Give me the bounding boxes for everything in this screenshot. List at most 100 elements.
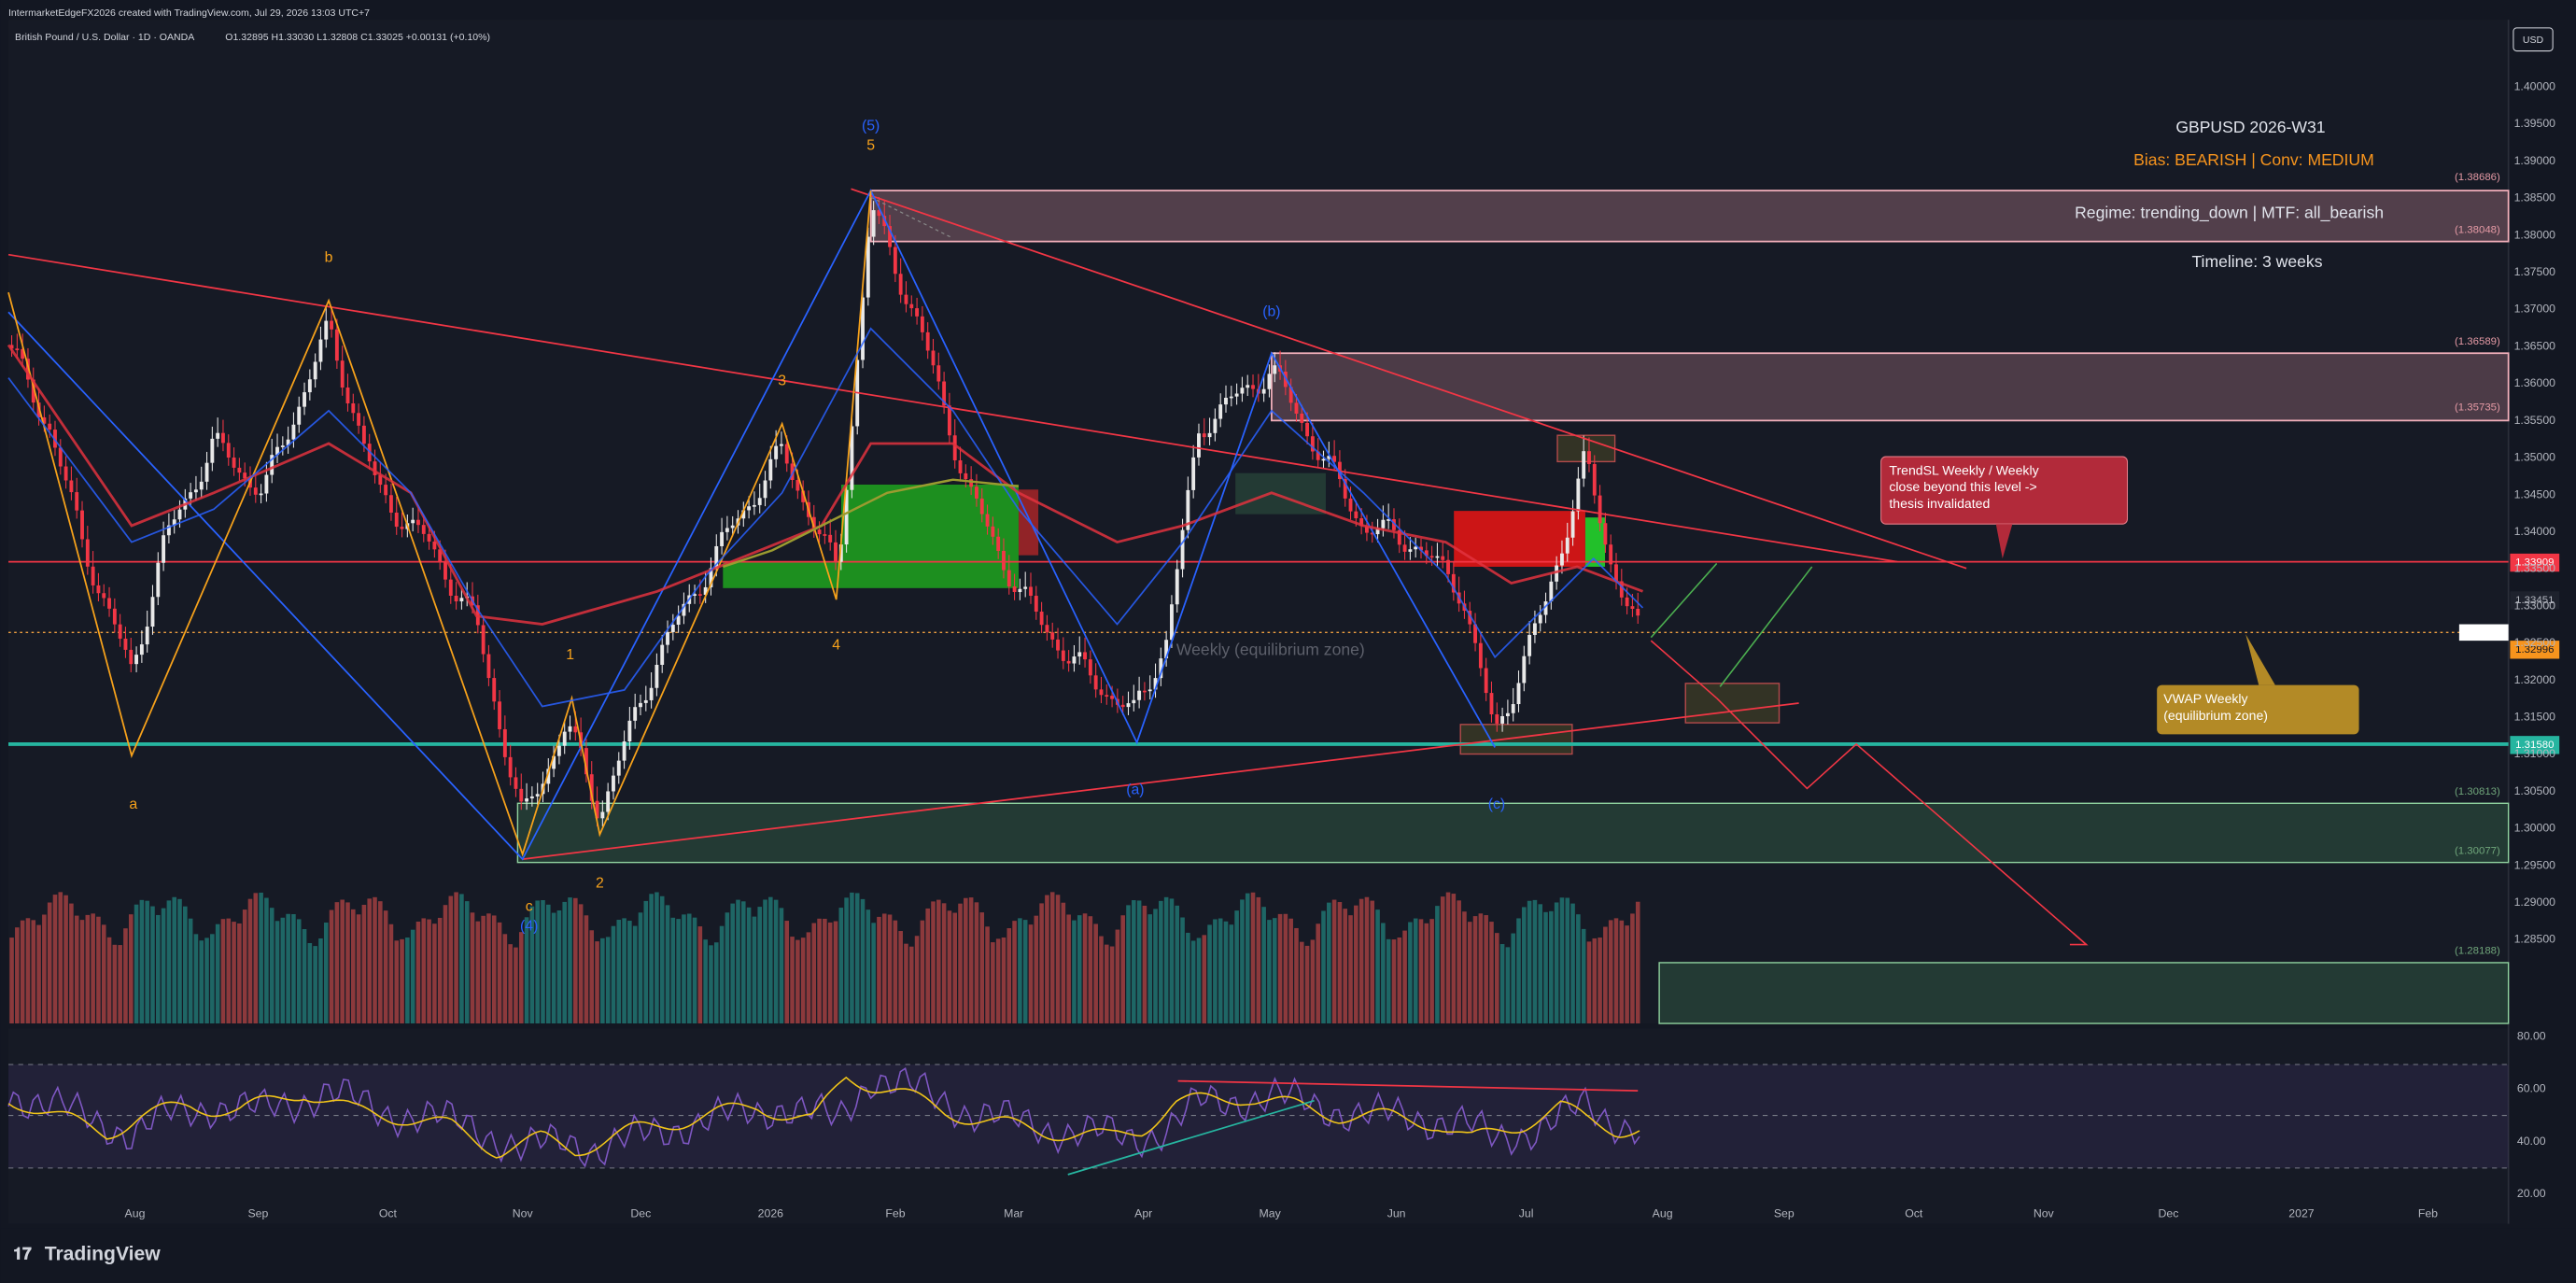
candle-body [1045,625,1049,633]
time-axis-label: Oct [1905,1206,1923,1220]
volume-bar [605,937,611,1024]
candle-body [129,649,134,665]
volume-bar [69,903,74,1024]
volume-bar [1619,920,1625,1024]
volume-bar [1522,907,1527,1024]
candle-body [1370,532,1374,535]
volume-bar [703,939,708,1024]
volume-bar [779,908,784,1024]
volume-bar [784,921,790,1024]
volume-bar [741,901,746,1024]
volume-bar [964,897,968,1024]
candle-body [612,775,615,792]
volume-bar [947,910,952,1024]
level-label: (1.35735) [2455,402,2500,413]
volume-bar [904,943,908,1024]
candle-body [1435,556,1440,558]
callout-text: TrendSL Weekly / Weekly [1889,463,2038,478]
candle-body [1500,715,1505,724]
volume-bar [1159,900,1163,1024]
candle-body [834,542,838,562]
candle-body [1419,546,1423,551]
candle-body [357,413,361,426]
volume-bar [1554,902,1559,1024]
volume-bar [568,897,572,1024]
candle-body [1576,478,1581,512]
volume-bar [795,939,800,1024]
volume-bar [655,892,659,1024]
volume-bar [1267,920,1272,1024]
candle-body [909,303,914,309]
candle-body [150,597,155,627]
price-tag-label: 1.33451 [2515,595,2554,606]
candle-body [780,444,783,446]
volume-bar [1088,916,1093,1024]
candle-body [1310,436,1315,452]
wave-label: 2 [596,876,604,892]
candle-body [1538,614,1542,624]
candle-body [1365,526,1369,533]
volume-bar [1538,904,1543,1024]
candle-body [525,798,529,802]
volume-bar [340,899,345,1024]
volume-bar [443,905,448,1024]
candle-body [459,598,464,602]
volume-bar [551,912,556,1024]
candle-body [373,461,377,475]
candle-body [107,598,111,609]
candle-body [627,720,632,742]
candle-body [1375,528,1380,535]
candle-body [1468,611,1472,625]
candle-body [1159,658,1163,679]
callout-pointer [2245,634,2275,685]
volume-bar [486,913,491,1024]
volume-bar [1613,918,1619,1024]
price-axis-label: 1.33000 [2514,599,2556,612]
candle-body [361,425,366,444]
candle-body [318,339,323,362]
volume-bar [546,904,551,1024]
ohlc: O1.32895 H1.33030 L1.32808 C1.33025 +0.0… [225,32,490,43]
candle-body [670,625,675,632]
rsi-ma [7,1076,1640,1159]
candle-body [243,472,247,479]
volume-bar [1169,898,1175,1024]
volume-bar [838,908,844,1024]
candle-body [568,726,572,732]
rsi [7,1066,1640,1168]
volume-bar [199,940,204,1024]
volume-bar [1115,929,1120,1024]
volume-bar [139,899,145,1024]
volume-bar [1190,940,1196,1024]
volume-bar [877,916,881,1024]
currency[interactable]: USD [2523,35,2544,46]
candle-body [1061,650,1065,661]
candle-body [747,506,752,511]
volume-bar [1120,915,1125,1024]
candle-body [1056,639,1060,651]
volume-bar [1234,910,1239,1024]
candle-body [1207,432,1212,438]
candle-body [861,297,865,360]
rsi-pane [8,1028,2509,1224]
candle-body [1153,678,1158,690]
volume-bar [74,915,79,1024]
candle-body [649,687,654,700]
volume-bar [991,942,995,1024]
candle-body [1083,652,1087,660]
volume-bar [1012,921,1017,1024]
candle-body [1516,683,1521,705]
candle-body [1147,689,1152,692]
candle-body [204,462,209,482]
currency-button[interactable] [2513,27,2554,52]
volume-bar [210,934,215,1024]
volume-bar [1467,922,1472,1024]
candle-body [1006,570,1011,587]
volume-bar [491,915,497,1024]
candle-body [682,603,686,616]
volume-bar [1250,892,1256,1024]
volume-bar [123,928,128,1024]
candle-body [838,544,843,562]
volume-bar [177,898,182,1024]
volume-bar [1229,924,1234,1024]
